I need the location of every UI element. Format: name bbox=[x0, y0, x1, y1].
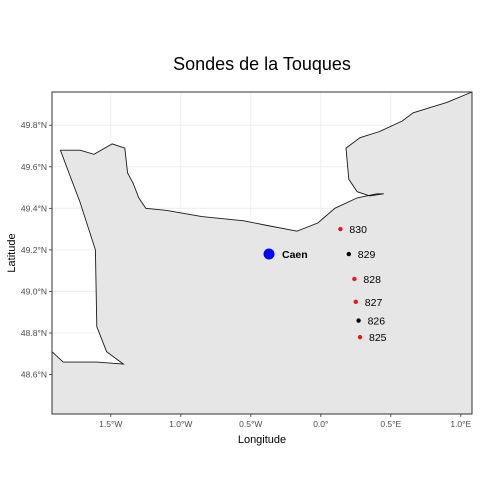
y-tick-label: 49.2°N bbox=[21, 245, 47, 255]
city-label: Caen bbox=[282, 249, 308, 261]
x-tick-label: 0.5°W bbox=[239, 419, 262, 429]
sonde-markers: Caen 830 829 828 827 826 825 bbox=[263, 224, 387, 344]
land-area bbox=[51, 91, 473, 414]
sonde-label: 830 bbox=[349, 224, 367, 236]
land-fill bbox=[52, 92, 472, 414]
sonde-label: 827 bbox=[365, 297, 383, 309]
sonde-point bbox=[353, 299, 358, 305]
sonde-point bbox=[352, 276, 357, 282]
sonde-label: 828 bbox=[363, 274, 381, 286]
panel-frame bbox=[51, 91, 473, 415]
city-marker bbox=[263, 248, 275, 260]
y-tick-label: 48.8°N bbox=[21, 328, 47, 338]
y-tick-label: 49.6°N bbox=[21, 162, 47, 172]
sonde-label: 825 bbox=[369, 332, 387, 344]
x-tick-label: 0.0° bbox=[313, 419, 328, 429]
sonde-point bbox=[356, 318, 361, 323]
x-tick-label: 1.0°W bbox=[169, 419, 192, 429]
y-axis-ticks: 48.6°N 48.8°N 49.0°N 49.2°N 49.4°N 49.6°N 49.8… bbox=[21, 120, 52, 380]
panel-border bbox=[51, 91, 473, 415]
x-tick-label: 1.0°E bbox=[450, 419, 471, 429]
y-tick-label: 49.8°N bbox=[21, 120, 47, 130]
sonde-label: 826 bbox=[368, 316, 386, 328]
sonde-point bbox=[338, 226, 343, 232]
sonde-point bbox=[346, 251, 351, 257]
coastline bbox=[51, 91, 473, 365]
y-tick-label: 49.4°N bbox=[21, 203, 47, 213]
map-title: Sondes de la Touques bbox=[173, 54, 351, 74]
x-tick-label: 1.5°W bbox=[99, 419, 122, 429]
sonde-label: 829 bbox=[358, 249, 376, 261]
x-axis-ticks: 1.5°W 1.0°W 0.5°W 0.0° 0.5°E 1.0°E bbox=[99, 414, 472, 429]
y-tick-label: 49.0°N bbox=[21, 286, 47, 296]
y-tick-label: 48.6°N bbox=[21, 370, 47, 380]
y-axis-title: Latitude bbox=[6, 233, 18, 272]
x-tick-label: 0.5°E bbox=[380, 419, 401, 429]
x-axis-title: Longitude bbox=[238, 434, 286, 446]
sonde-point bbox=[357, 334, 363, 340]
